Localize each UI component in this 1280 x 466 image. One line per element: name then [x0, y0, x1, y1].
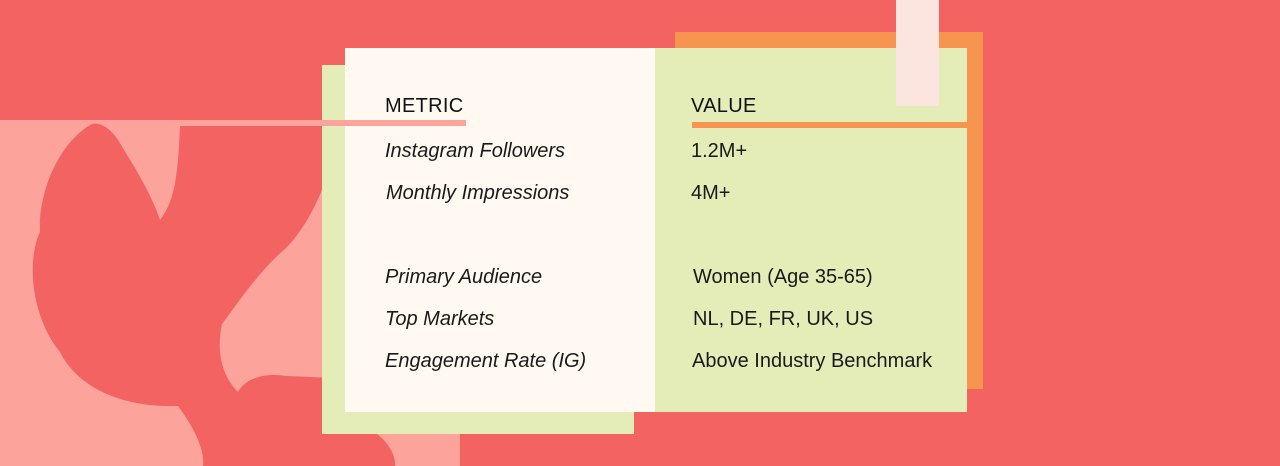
metric-monthly-impressions: Monthly Impressions — [386, 182, 570, 204]
metric-header-underline — [178, 120, 466, 126]
value-primary-audience: Women (Age 35-65) — [693, 266, 873, 288]
value-monthly-impressions: 4M+ — [691, 182, 731, 204]
metric-column-header: METRIC — [385, 95, 464, 117]
value-header-underline — [692, 122, 967, 128]
metric-instagram-followers: Instagram Followers — [385, 140, 566, 162]
value-column-panel — [655, 48, 967, 412]
value-engagement-rate: Above Industry Benchmark — [692, 350, 933, 372]
value-top-markets: NL, DE, FR, UK, US — [693, 308, 874, 330]
leaf-shape — [32, 123, 396, 466]
top-tab-decoration — [896, 0, 939, 106]
metric-primary-audience: Primary Audience — [385, 266, 543, 288]
value-instagram-followers: 1.2M+ — [691, 140, 748, 162]
leaf-decoration — [32, 123, 396, 466]
value-column-header: VALUE — [691, 95, 757, 117]
metric-top-markets: Top Markets — [385, 308, 495, 330]
metric-column-panel — [345, 48, 656, 412]
metric-engagement-rate: Engagement Rate (IG) — [385, 350, 587, 372]
